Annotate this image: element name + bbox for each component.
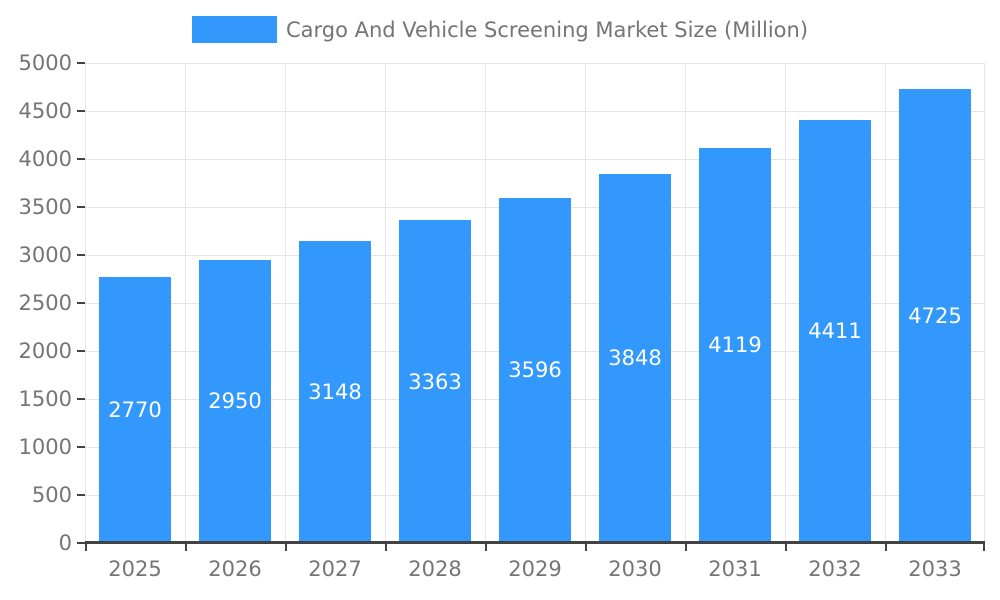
legend-item[interactable]: Cargo And Vehicle Screening Market Size … [0, 16, 1000, 43]
x-tick-label: 2033 [908, 557, 962, 581]
y-tick-label: 4500 [18, 99, 72, 123]
x-tick-mark [585, 543, 587, 551]
x-tick-label: 2028 [408, 557, 462, 581]
y-tick-label: 2500 [18, 291, 72, 315]
bar[interactable]: 4725 [899, 89, 971, 543]
x-axis-line [85, 541, 985, 544]
x-tick-label: 2026 [208, 557, 262, 581]
y-tick-mark [77, 158, 85, 160]
x-tick-mark [785, 543, 787, 551]
x-tick-mark [885, 543, 887, 551]
y-tick-mark [77, 446, 85, 448]
x-tick-label: 2031 [708, 557, 762, 581]
y-tick-label: 3500 [18, 195, 72, 219]
legend-swatch [191, 16, 277, 43]
x-tick-label: 2030 [608, 557, 662, 581]
bar-value-label: 3148 [308, 379, 362, 404]
v-gridline [885, 63, 886, 543]
bar[interactable]: 3596 [499, 197, 571, 543]
bar[interactable]: 4119 [699, 147, 771, 543]
y-tick-mark [77, 494, 85, 496]
x-tick-mark [385, 543, 387, 551]
bar-value-label: 4725 [908, 304, 962, 329]
x-tick-mark [685, 543, 687, 551]
y-tick-label: 1500 [18, 387, 72, 411]
bar[interactable]: 3848 [599, 173, 671, 543]
y-tick-mark [77, 542, 85, 544]
y-tick-label: 500 [31, 483, 72, 507]
bar-value-label: 4119 [708, 333, 762, 358]
y-tick-mark [77, 206, 85, 208]
y-tick-label: 5000 [18, 51, 72, 75]
y-tick-label: 3000 [18, 243, 72, 267]
bar-value-label: 3848 [608, 346, 662, 371]
y-tick-label: 1000 [18, 435, 72, 459]
h-gridline [85, 63, 985, 64]
x-tick-mark [485, 543, 487, 551]
y-tick-label: 4000 [18, 147, 72, 171]
y-tick-label: 2000 [18, 339, 72, 363]
v-gridline [685, 63, 686, 543]
y-tick-mark [77, 110, 85, 112]
bar-value-label: 2770 [108, 398, 162, 423]
x-tick-label: 2025 [108, 557, 162, 581]
chart-title: Cargo And Vehicle Screening Market Size … [285, 17, 809, 42]
v-gridline [485, 63, 486, 543]
bar-value-label: 4411 [808, 319, 862, 344]
v-gridline [85, 63, 86, 543]
bar-value-label: 3596 [508, 358, 562, 383]
bar[interactable]: 3363 [399, 220, 471, 543]
bar[interactable]: 2770 [99, 277, 171, 543]
y-tick-mark [77, 62, 85, 64]
bar[interactable]: 3148 [299, 240, 371, 543]
x-tick-label: 2029 [508, 557, 562, 581]
x-tick-mark [185, 543, 187, 551]
h-gridline [85, 159, 985, 160]
y-tick-mark [77, 302, 85, 304]
x-tick-mark [85, 543, 87, 551]
plot-area: 2770 2950 3148 3363 3596 3848 4119 4411 4725 [85, 63, 985, 544]
y-tick-mark [77, 254, 85, 256]
x-tick-mark [983, 543, 985, 551]
bar[interactable]: 2950 [199, 259, 271, 543]
v-gridline [385, 63, 386, 543]
v-gridline [585, 63, 586, 543]
bar[interactable]: 4411 [799, 119, 871, 543]
v-gridline [785, 63, 786, 543]
x-tick-mark [285, 543, 287, 551]
x-tick-label: 2027 [308, 557, 362, 581]
y-tick-mark [77, 398, 85, 400]
y-tick-mark [77, 350, 85, 352]
v-gridline [285, 63, 286, 543]
x-tick-label: 2032 [808, 557, 862, 581]
bar-value-label: 2950 [208, 389, 262, 414]
bar-value-label: 3363 [408, 369, 462, 394]
v-gridline [185, 63, 186, 543]
h-gridline [85, 111, 985, 112]
y-tick-label: 0 [58, 531, 72, 555]
v-gridline [984, 63, 985, 543]
